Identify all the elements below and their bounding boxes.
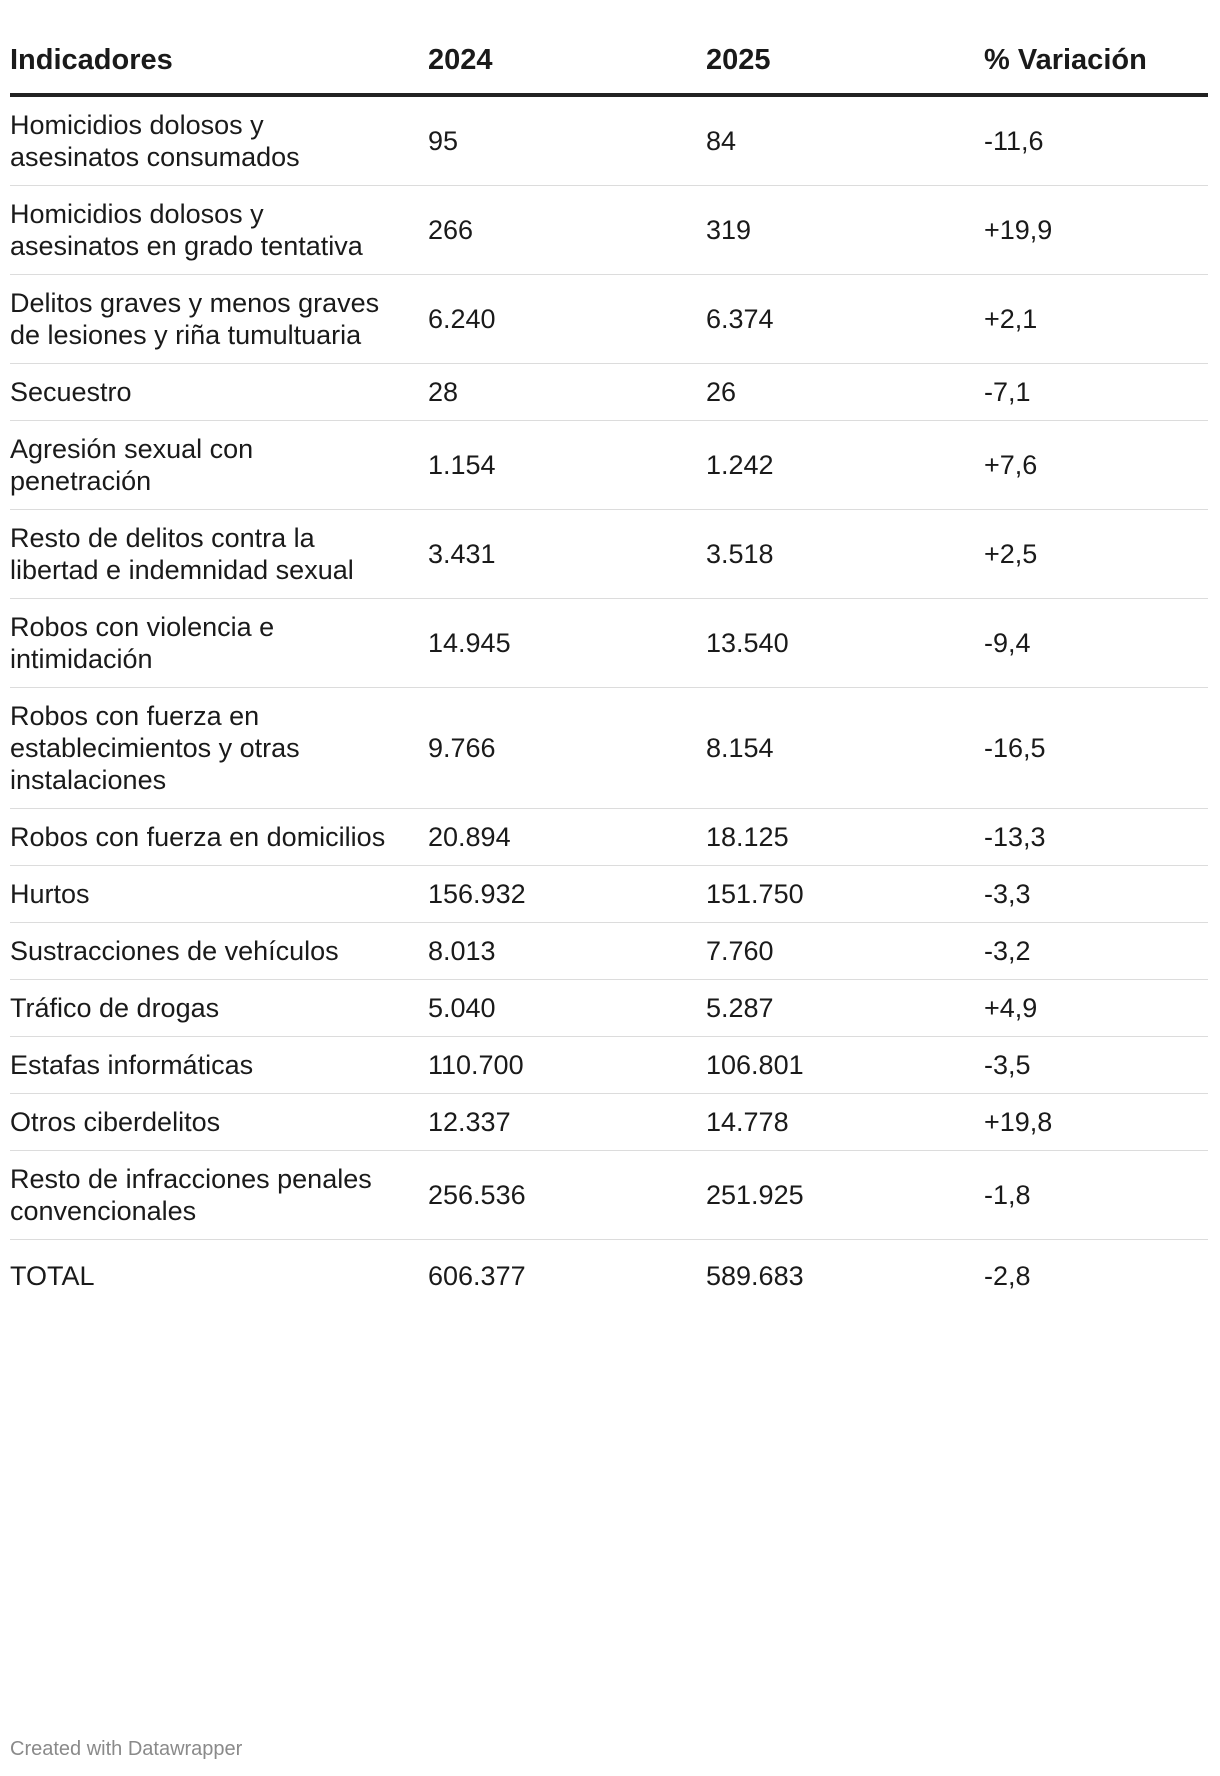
table-header-row: Indicadores 2024 2025 % Variación (10, 30, 1208, 97)
table-row: Robos con fuerza en domicilios 20.894 18.1… (10, 808, 1208, 866)
column-header-indicadores[interactable]: Indicadores (10, 30, 428, 97)
table-row: Robos con fuerza en establecimientos y o… (10, 687, 1208, 809)
cell-indicator: Hurtos (10, 865, 428, 923)
crime-statistics-table: Indicadores 2024 2025 % Variación Homici… (10, 30, 1208, 1304)
cell-2025: 84 (706, 95, 984, 186)
cell-indicator: Agresión sexual con penetración (10, 420, 428, 510)
cell-variation: +19,9 (984, 185, 1208, 275)
cell-indicator: TOTAL (10, 1261, 95, 1291)
cell-2025: 14.778 (706, 1093, 984, 1151)
cell-2024: 8.013 (428, 922, 706, 980)
cell-2025: 13.540 (706, 598, 984, 688)
cell-2024: 266 (428, 185, 706, 275)
cell-variation: -13,3 (984, 808, 1208, 866)
cell-2025: 319 (706, 185, 984, 275)
cell-indicator: Delitos graves y menos graves de lesione… (10, 274, 428, 364)
table-row: Delitos graves y menos graves de lesione… (10, 274, 1208, 364)
cell-variation: -16,5 (984, 687, 1208, 809)
table-row: Resto de delitos contra la libertad e in… (10, 509, 1208, 599)
cell-variation: -3,5 (984, 1036, 1208, 1094)
cell-indicator: Secuestro (10, 363, 428, 421)
cell-2024: 256.536 (428, 1150, 706, 1240)
cell-2024: 3.431 (428, 509, 706, 599)
table-row: Resto de infracciones penales convencion… (10, 1150, 1208, 1240)
cell-2024: 6.240 (428, 274, 706, 364)
cell-variation: -1,8 (984, 1150, 1208, 1240)
cell-2025: 8.154 (706, 687, 984, 809)
cell-variation: +2,5 (984, 509, 1208, 599)
table-row: Homicidios dolosos y asesinatos consumad… (10, 95, 1208, 186)
column-header-variacion[interactable]: % Variación (984, 30, 1208, 97)
column-header-2025[interactable]: 2025 (706, 30, 984, 97)
column-header-2024[interactable]: 2024 (428, 30, 706, 97)
cell-indicator: Resto de infracciones penales convencion… (10, 1150, 428, 1240)
cell-variation: +19,8 (984, 1093, 1208, 1151)
table-row: Robos con violencia e intimidación 14.945… (10, 598, 1208, 688)
cell-indicator: Robos con violencia e intimidación (10, 598, 428, 688)
cell-2024: 156.932 (428, 865, 706, 923)
cell-2024: 5.040 (428, 979, 706, 1037)
cell-variation: -3,2 (984, 922, 1208, 980)
datawrapper-credit: Created with Datawrapper (10, 1738, 243, 1760)
table-row: Estafas informáticas 110.700 106.801 -3,5 (10, 1036, 1208, 1094)
cell-indicator: Tráfico de drogas (10, 979, 428, 1037)
cell-2024: 606.377 (428, 1261, 526, 1291)
table-body: Homicidios dolosos y asesinatos consumad… (10, 95, 1208, 1304)
table-row: Secuestro 28 26 -7,1 (10, 363, 1208, 421)
table-row: Homicidios dolosos y asesinatos en grado… (10, 185, 1208, 275)
cell-2025: 151.750 (706, 865, 984, 923)
cell-2024: 14.945 (428, 598, 706, 688)
cell-2025: 589.683 (706, 1261, 804, 1291)
cell-variation: +2,1 (984, 274, 1208, 364)
cell-2025: 18.125 (706, 808, 984, 866)
cell-variation: -2,8 (984, 1261, 1031, 1291)
cell-variation: -3,3 (984, 865, 1208, 923)
cell-indicator: Robos con fuerza en establecimientos y o… (10, 687, 428, 809)
cell-variation: -7,1 (984, 363, 1208, 421)
cell-2025: 26 (706, 363, 984, 421)
cell-2025: 6.374 (706, 274, 984, 364)
cell-2025: 7.760 (706, 922, 984, 980)
cell-variation: +7,6 (984, 420, 1208, 510)
cell-indicator: Estafas informáticas (10, 1036, 428, 1094)
table-row: Hurtos 156.932 151.750 -3,3 (10, 865, 1208, 923)
cell-indicator: Homicidios dolosos y asesinatos consumad… (10, 95, 428, 186)
cell-indicator: Robos con fuerza en domicilios (10, 808, 428, 866)
cell-2024: 1.154 (428, 420, 706, 510)
cell-2025: 1.242 (706, 420, 984, 510)
cell-variation: -9,4 (984, 598, 1208, 688)
table-row: Tráfico de drogas 5.040 5.287 +4,9 (10, 979, 1208, 1037)
cell-2024: 95 (428, 95, 706, 186)
cell-indicator: Resto de delitos contra la libertad e in… (10, 509, 428, 599)
table-row: Sustracciones de vehículos 8.013 7.760 -3,2 (10, 922, 1208, 980)
cell-variation: +4,9 (984, 979, 1208, 1037)
cell-2025: 5.287 (706, 979, 984, 1037)
cell-2024: 110.700 (428, 1036, 706, 1094)
cell-indicator: Homicidios dolosos y asesinatos en grado… (10, 185, 428, 275)
table-row-total: TOTAL 606.377 589.683 -2,8 (10, 1240, 1208, 1305)
cell-2024: 9.766 (428, 687, 706, 809)
table-row: Agresión sexual con penetración 1.154 1.24… (10, 420, 1208, 510)
cell-2025: 106.801 (706, 1036, 984, 1094)
cell-2025: 251.925 (706, 1150, 984, 1240)
cell-variation: -11,6 (984, 95, 1208, 186)
cell-indicator: Sustracciones de vehículos (10, 922, 428, 980)
cell-2025: 3.518 (706, 509, 984, 599)
cell-2024: 12.337 (428, 1093, 706, 1151)
table-row: Otros ciberdelitos 12.337 14.778 +19,8 (10, 1093, 1208, 1151)
cell-2024: 28 (428, 363, 706, 421)
cell-indicator: Otros ciberdelitos (10, 1093, 428, 1151)
cell-2024: 20.894 (428, 808, 706, 866)
